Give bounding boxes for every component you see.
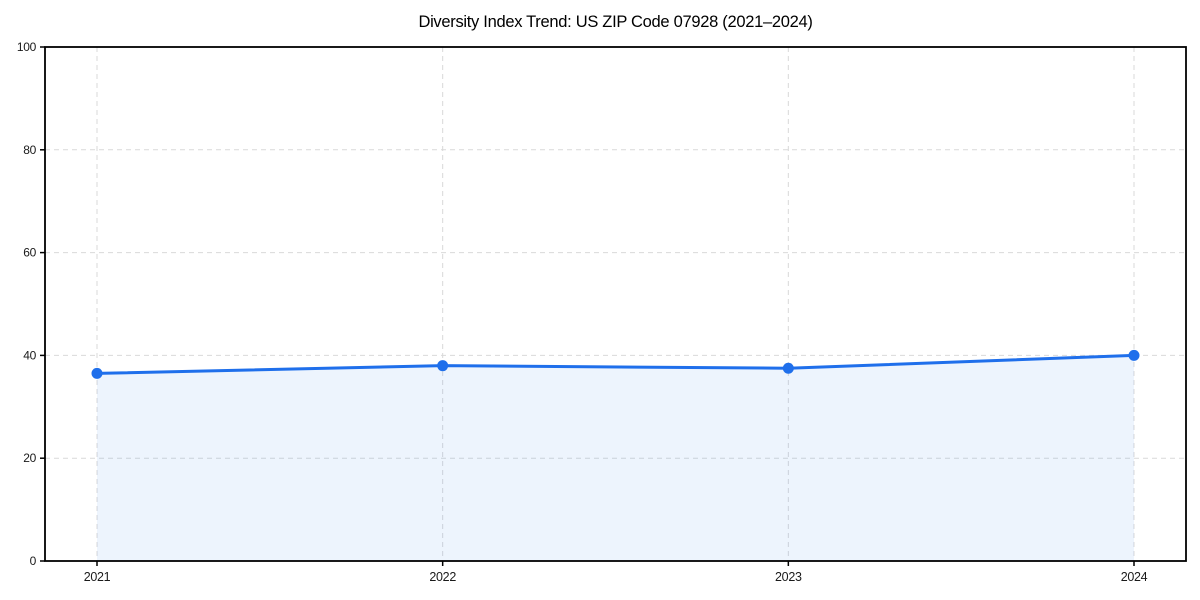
y-tick-label: 80 bbox=[23, 143, 36, 157]
data-point-marker bbox=[437, 360, 449, 372]
data-point-marker bbox=[1128, 349, 1140, 361]
data-point-marker bbox=[91, 367, 103, 379]
y-tick-label: 100 bbox=[17, 40, 37, 54]
chart-title: Diversity Index Trend: US ZIP Code 07928… bbox=[418, 13, 813, 31]
data-point-marker bbox=[782, 362, 794, 374]
plot-border bbox=[44, 46, 1187, 562]
area-fill bbox=[97, 355, 1134, 561]
trend-line bbox=[95, 353, 1136, 375]
x-tick-label: 2021 bbox=[84, 570, 111, 584]
y-tick-label: 40 bbox=[23, 348, 36, 362]
x-tick-label: 2024 bbox=[1121, 570, 1148, 584]
y-tick-label: 20 bbox=[23, 451, 36, 465]
x-tick-label: 2023 bbox=[775, 570, 802, 584]
x-tick-label: 2022 bbox=[429, 570, 456, 584]
y-tick-label: 60 bbox=[23, 246, 36, 260]
y-tick-label: 0 bbox=[30, 554, 37, 568]
